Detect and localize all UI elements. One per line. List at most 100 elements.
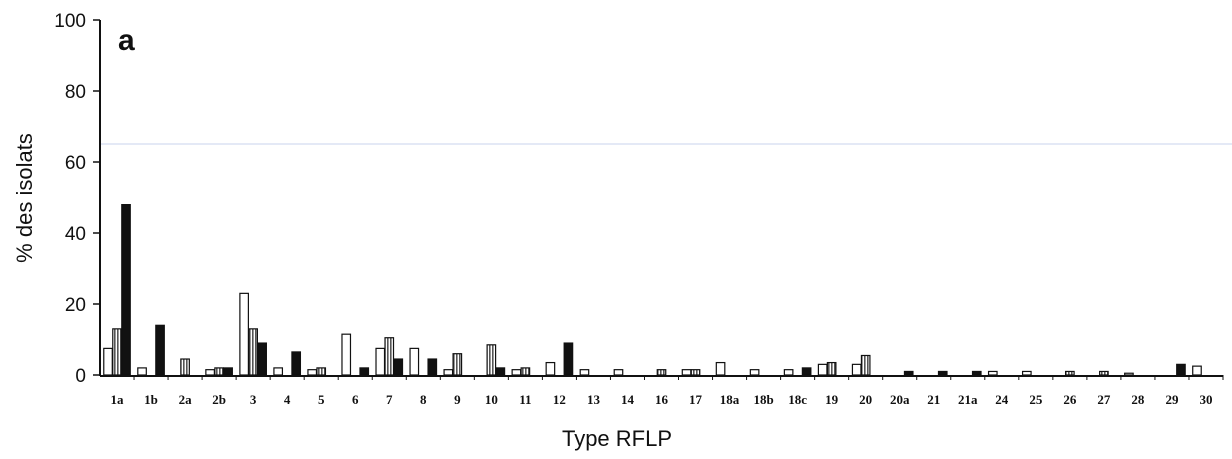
bar-white-13 xyxy=(579,369,590,376)
bar-black-29 xyxy=(1176,363,1186,376)
x-axis-title: Type RFLP xyxy=(562,426,672,451)
x-tick-label: 24 xyxy=(995,392,1009,407)
bar-white-1a xyxy=(103,347,113,376)
x-tick-label: 12 xyxy=(553,392,566,407)
bar-black-1a xyxy=(121,204,131,376)
bar-black-21a xyxy=(971,370,982,376)
x-tick-label: 16 xyxy=(655,392,669,407)
x-tick-label: 14 xyxy=(621,392,635,407)
x-tick-label: 25 xyxy=(1029,392,1043,407)
bar-white-4 xyxy=(273,367,284,376)
panel-label: a xyxy=(118,24,135,57)
bar-hatched-16 xyxy=(656,369,667,376)
x-tick-label: 2a xyxy=(179,392,193,407)
bar-white-30 xyxy=(1192,365,1202,376)
bar-hatched-27 xyxy=(1099,370,1109,376)
bar-white-1b xyxy=(137,367,147,376)
x-tick-label: 18c xyxy=(788,392,807,407)
bar-black-2b xyxy=(223,367,233,376)
x-tick-label: 1b xyxy=(144,392,158,407)
bar-hatched-2a xyxy=(180,358,190,376)
bar-white-12 xyxy=(545,361,556,376)
bar-black-1b xyxy=(155,324,165,376)
bar-hatched-3 xyxy=(248,328,258,376)
bar-white-25 xyxy=(1021,370,1032,376)
y-tick-label: 100 xyxy=(54,11,86,32)
bar-hatched-11 xyxy=(520,367,531,376)
x-tick-label: 30 xyxy=(1199,392,1212,407)
x-tick-label: 29 xyxy=(1165,392,1179,407)
x-tick-label: 1a xyxy=(111,392,125,407)
y-axis-title: % des isolats xyxy=(12,133,37,263)
x-tick-label: 20a xyxy=(890,392,910,407)
bar-white-8 xyxy=(409,347,420,376)
bar-white-5 xyxy=(307,369,318,376)
x-tick-label: 3 xyxy=(250,392,257,407)
x-tick-label: 18b xyxy=(753,392,773,407)
bar-black-3 xyxy=(257,342,267,376)
bar-white-24 xyxy=(987,370,998,376)
x-tick-label: 4 xyxy=(284,392,291,407)
bar-black-7 xyxy=(393,358,404,376)
x-tick-label: 28 xyxy=(1131,392,1145,407)
bar-hatched-1a xyxy=(112,328,122,376)
bar-white-18a xyxy=(715,361,726,376)
x-ticks-group: 1a 1b 2a 2b 3 4 5 6 7 8 9 10 11 12 13 14 16 17 18a 18b 18c 19… xyxy=(111,375,1224,407)
bar-white-11 xyxy=(511,369,522,376)
bar-black-4 xyxy=(291,351,302,376)
x-tick-label: 2b xyxy=(212,392,226,407)
x-tick-label: 5 xyxy=(318,392,325,407)
x-tick-label: 13 xyxy=(587,392,601,407)
x-tick-label: 11 xyxy=(519,392,531,407)
bar-hatched-7 xyxy=(384,337,395,376)
y-tick-label: 80 xyxy=(65,82,86,103)
bar-hatched-20 xyxy=(860,354,871,376)
bar-white-17 xyxy=(681,369,692,376)
x-tick-label: 7 xyxy=(386,392,393,407)
bar-hatched-10 xyxy=(486,344,497,376)
bar-white-6 xyxy=(341,333,352,376)
x-tick-label: 10 xyxy=(485,392,498,407)
bar-white-18c xyxy=(783,369,794,376)
x-tick-label: 9 xyxy=(454,392,461,407)
bar-white-3 xyxy=(239,292,249,376)
bars-group xyxy=(103,204,1202,376)
x-tick-label: 20 xyxy=(859,392,872,407)
x-tick-label: 21 xyxy=(927,392,940,407)
x-tick-label: 8 xyxy=(420,392,427,407)
bar-black-8 xyxy=(427,358,438,376)
bar-hatched-5 xyxy=(316,367,327,376)
bar-black-21 xyxy=(937,370,948,376)
y-tick-label: 0 xyxy=(75,366,86,387)
bar-white-2b xyxy=(205,369,215,376)
x-tick-label: 18a xyxy=(720,392,740,407)
bar-white-9 xyxy=(443,369,454,376)
bar-white-28 xyxy=(1124,372,1134,376)
x-tick-label: 27 xyxy=(1097,392,1111,407)
bar-black-12 xyxy=(563,342,574,376)
bar-hatched-17 xyxy=(690,369,701,376)
bar-hatched-9 xyxy=(452,353,463,376)
y-ticks-group: 0 20 40 60 80 100 xyxy=(54,11,100,387)
y-tick-label: 40 xyxy=(65,224,86,245)
bar-white-20 xyxy=(851,363,862,376)
bar-hatched-2b xyxy=(214,367,224,376)
x-tick-label: 26 xyxy=(1063,392,1077,407)
bar-black-10 xyxy=(495,367,506,376)
bar-black-18c xyxy=(801,367,812,376)
bar-white-14 xyxy=(613,369,624,376)
y-tick-label: 60 xyxy=(65,153,86,174)
x-tick-label: 19 xyxy=(825,392,839,407)
bar-white-7 xyxy=(375,347,386,376)
x-tick-label: 17 xyxy=(689,392,703,407)
x-tick-label: 21a xyxy=(958,392,978,407)
bar-hatched-19 xyxy=(826,361,837,376)
bar-white-18b xyxy=(749,369,760,376)
bar-hatched-26 xyxy=(1065,370,1075,376)
bar-black-20a xyxy=(903,370,914,376)
bar-black-6 xyxy=(359,367,370,376)
bar-white-19 xyxy=(817,363,828,376)
y-tick-label: 20 xyxy=(65,295,86,316)
x-tick-label: 6 xyxy=(352,392,359,407)
